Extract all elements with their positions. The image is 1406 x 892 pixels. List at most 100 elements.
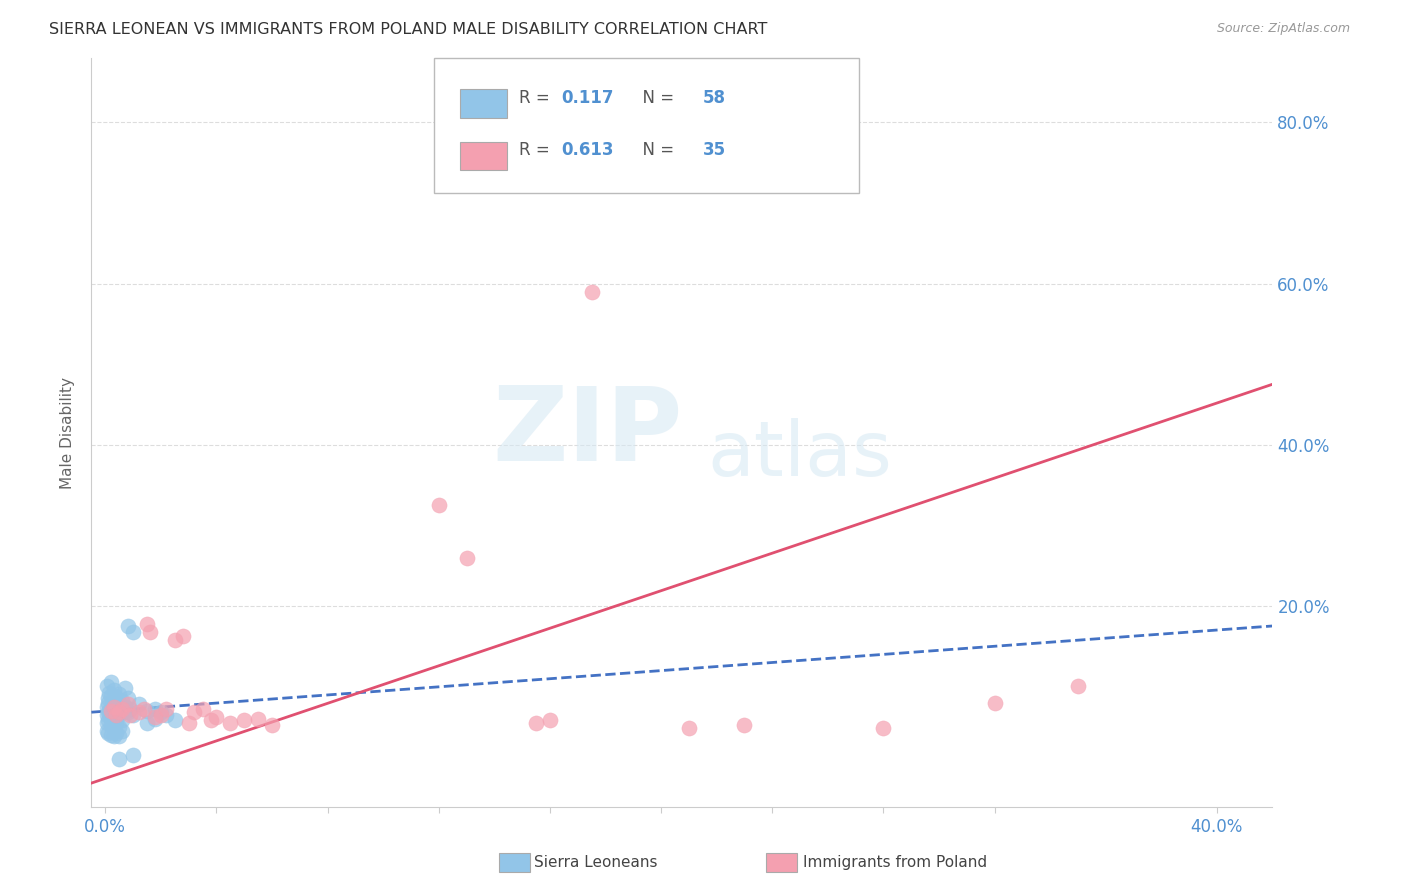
Point [108,704,131,718]
Point [122,747,145,762]
Point [105,726,128,740]
Point [97,726,120,740]
Point [111,694,134,708]
Text: 0.613: 0.613 [561,141,614,159]
Point [97,713,120,727]
Point [96,723,118,738]
Point [104,689,127,703]
Point [101,697,124,711]
Point [427,498,450,512]
Point [111,702,134,716]
Point [105,697,128,711]
Text: N =: N = [633,88,679,107]
Point [103,699,125,714]
Point [163,632,186,647]
Text: ZIP: ZIP [492,382,683,483]
Point [120,702,142,716]
Point [524,715,547,730]
Point [128,697,150,711]
Point [108,705,131,719]
Text: SIERRA LEONEAN VS IMMIGRANTS FROM POLAND MALE DISABILITY CORRELATION CHART: SIERRA LEONEAN VS IMMIGRANTS FROM POLAND… [49,22,768,37]
Point [98,704,121,718]
Point [111,723,134,738]
Point [103,683,125,698]
Point [103,730,125,744]
Point [97,705,120,719]
Y-axis label: Male Disability: Male Disability [60,376,76,489]
Point [117,691,139,706]
Point [100,718,122,732]
Point [678,721,700,735]
Point [100,689,122,703]
Point [143,702,166,716]
Point [149,707,172,722]
Point [128,705,150,719]
Point [100,728,122,742]
Point [105,707,128,722]
Point [139,624,162,639]
Point [96,699,118,714]
Point [143,712,166,726]
Point [122,624,145,639]
Point [122,707,145,722]
Text: Sierra Leoneans: Sierra Leoneans [534,855,658,870]
Point [117,697,139,711]
Text: Immigrants from Poland: Immigrants from Poland [803,855,987,870]
Point [983,696,1005,710]
Point [111,705,134,719]
Point [872,721,894,735]
Point [1067,680,1090,694]
Point [136,715,159,730]
Point [260,718,283,732]
Text: 0.117: 0.117 [561,88,614,107]
Point [117,705,139,719]
Point [96,707,118,722]
Point [163,713,186,727]
Point [114,681,136,695]
Point [155,702,177,716]
FancyBboxPatch shape [434,58,859,193]
Point [111,699,134,714]
Point [136,704,159,718]
Point [155,707,177,722]
Point [100,704,122,718]
Point [103,710,125,724]
Point [114,699,136,714]
Point [108,752,131,766]
Point [733,718,755,732]
Point [98,686,121,700]
Point [108,688,131,702]
Point [134,702,156,716]
Point [103,702,125,716]
Point [105,715,128,730]
Point [149,705,172,719]
Text: R =: R = [519,88,555,107]
Point [200,713,222,727]
Point [105,707,128,722]
Point [581,285,603,299]
Text: N =: N = [633,141,679,159]
Point [172,630,194,644]
Point [108,707,131,722]
Point [96,715,118,730]
Point [111,713,134,727]
Point [205,710,228,724]
Point [97,691,120,706]
Point [117,619,139,633]
Text: Source: ZipAtlas.com: Source: ZipAtlas.com [1216,22,1350,36]
Text: 58: 58 [703,88,725,107]
Point [100,712,122,726]
Point [247,712,270,726]
Point [120,707,142,722]
Point [136,616,159,631]
Bar [460,142,508,170]
Point [100,675,122,690]
Text: atlas: atlas [707,418,893,492]
Point [96,680,118,694]
Point [177,715,200,730]
Point [143,710,166,724]
Point [191,702,214,716]
Bar [460,89,508,118]
Text: R =: R = [519,141,555,159]
Point [233,713,256,727]
